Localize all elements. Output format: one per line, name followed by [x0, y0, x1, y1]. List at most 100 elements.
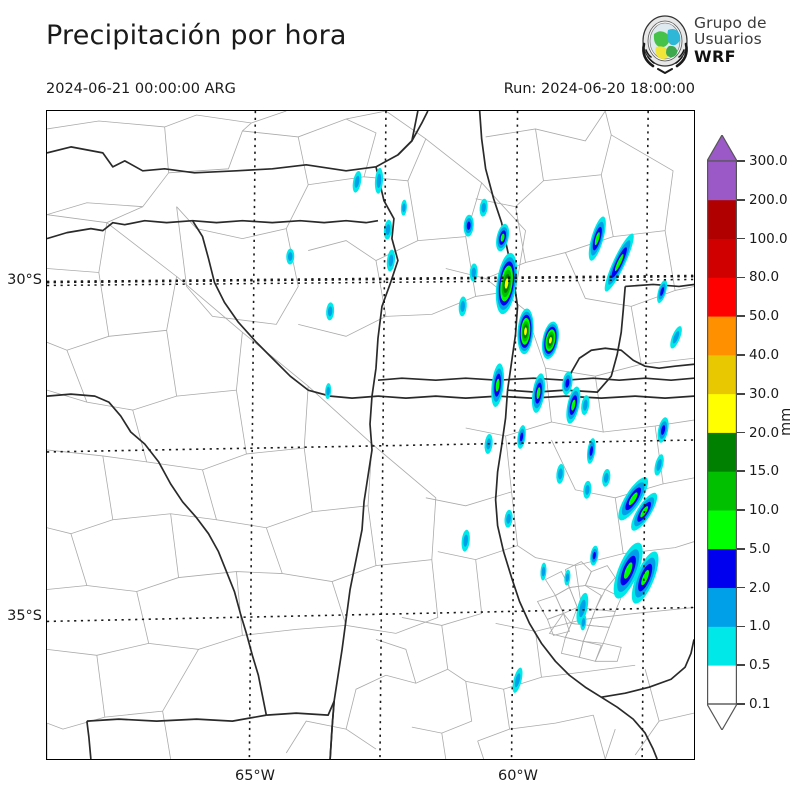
- precip-cell: [495, 378, 500, 392]
- colorbar[interactable]: 0.1 0.5 1.0 2.0 5.0 10.0 15.0 20.0 30.0 40.0 50.0 8…: [707, 135, 788, 730]
- precip-cell: [460, 300, 465, 312]
- run-time-label: Run: 2024-06-20 18:00:00: [503, 81, 695, 97]
- colorbar-band: [707, 626, 737, 666]
- colorbar-tick: [737, 354, 745, 356]
- precip-cell: [660, 287, 665, 296]
- colorbar-tick-label: 200.0: [749, 191, 788, 208]
- colorbar-tick-label: 2.0: [749, 579, 771, 596]
- precip-cell: [388, 254, 394, 267]
- colorbar-outline: [707, 160, 737, 705]
- colorbar-tick-label: 50.0: [749, 308, 780, 325]
- precip-cell: [548, 337, 552, 344]
- colorbar-tick: [737, 198, 745, 201]
- colorbar-band: [707, 510, 737, 550]
- precip-cell: [565, 573, 570, 582]
- precip-cell: [672, 331, 680, 344]
- colorbar-tick-label: 0.1: [749, 696, 771, 712]
- colorbar-tick: [737, 703, 745, 705]
- colorbar-units-label: mm: [778, 407, 794, 436]
- lat-tick-35S: 35°S: [7, 608, 42, 624]
- colorbar-band: [707, 665, 737, 705]
- precip-cell: [354, 175, 360, 188]
- logo-line-2: Usuarios: [694, 29, 762, 48]
- precip-cell: [592, 551, 596, 560]
- precip-cell: [579, 599, 586, 618]
- colorbar-band: [707, 587, 737, 627]
- precip-cell: [641, 569, 650, 586]
- precip-cell: [376, 173, 382, 188]
- colorbar-tick: [737, 586, 745, 589]
- precip-cell: [466, 221, 471, 230]
- colorbar-band: [707, 393, 737, 433]
- precip-cell: [558, 468, 563, 480]
- wrf-user-group-logo: Grupo de Usuarios WRF: [638, 14, 796, 76]
- colorbar-tick: [737, 470, 745, 473]
- page-title: Precipitación por hora: [46, 20, 347, 51]
- precip-cell: [594, 232, 600, 246]
- colorbar-tick-label: 20.0: [749, 424, 780, 441]
- colorbar-band: [707, 161, 737, 201]
- precip-cell: [583, 399, 588, 411]
- precip-cell: [628, 492, 638, 506]
- colorbar-band: [707, 471, 737, 511]
- precip-cell: [656, 458, 662, 471]
- precip-cell: [326, 386, 330, 396]
- logo-line-3: WRF: [694, 46, 736, 66]
- precip-cell: [571, 399, 576, 411]
- logo-text-block: Grupo de Usuarios WRF: [694, 15, 796, 66]
- precip-cell: [660, 425, 666, 435]
- colorbar-band: [707, 316, 737, 356]
- precip-cell: [603, 472, 609, 483]
- precip-cell: [585, 484, 590, 495]
- colorbar-tick: [737, 160, 745, 162]
- province-boundaries: [47, 111, 694, 759]
- colorbar-tick-label: 15.0: [749, 463, 780, 480]
- colorbar-tick: [737, 664, 745, 666]
- lon-tick-65W: 65°W: [234, 768, 276, 784]
- precip-cell: [481, 202, 486, 213]
- precip-cell: [541, 566, 546, 577]
- colorbar-band: [707, 199, 737, 239]
- colorbar-tick: [737, 237, 745, 240]
- precip-cell: [385, 224, 391, 236]
- precip-cell: [514, 673, 521, 688]
- lon-tick-60W: 60°W: [497, 768, 539, 784]
- precip-cell: [463, 534, 468, 547]
- colorbar-tick-label: 80.0: [749, 269, 780, 286]
- colorbar-band: [707, 277, 737, 317]
- wrf-globe-seal-icon: [642, 15, 688, 74]
- precip-cell: [524, 327, 527, 336]
- colorbar-tick: [737, 431, 745, 434]
- colorbar-under-arrow: [707, 703, 737, 730]
- lat-tick-30S: 30°S: [7, 272, 42, 288]
- colorbar-tick: [737, 392, 745, 395]
- precip-cell: [536, 387, 541, 399]
- valid-time-label: 2024-06-21 00:00:00 ARG: [46, 81, 236, 97]
- colorbar-band: [707, 238, 737, 278]
- colorbar-band: [707, 432, 737, 472]
- precip-cell: [402, 203, 406, 213]
- colorbar-tick-label: 0.5: [749, 657, 771, 674]
- colorbar-tick-label: 1.0: [749, 618, 771, 635]
- colorbar-tick-label: 100.0: [749, 230, 788, 247]
- precip-cell: [581, 618, 586, 627]
- precip-cell: [327, 306, 333, 317]
- precip-cell: [623, 562, 633, 579]
- precip-cell: [504, 278, 509, 289]
- colorbar-over-arrow: [707, 135, 737, 162]
- precip-cell: [589, 446, 593, 456]
- precipitation-field: [286, 167, 682, 693]
- department-boundaries: [47, 111, 694, 759]
- precip-cell: [288, 252, 293, 261]
- precip-cell: [471, 267, 476, 278]
- colorbar-tick-label: 300.0: [749, 153, 788, 169]
- precip-cell: [565, 378, 570, 388]
- colorbar-tick-label: 5.0: [749, 540, 771, 557]
- colorbar-tick: [737, 315, 745, 317]
- map-plot-area[interactable]: [46, 110, 695, 760]
- precip-cell: [519, 432, 524, 442]
- colorbar-tick: [737, 548, 745, 550]
- colorbar-tick: [737, 276, 745, 279]
- colorbar-tick: [737, 625, 745, 628]
